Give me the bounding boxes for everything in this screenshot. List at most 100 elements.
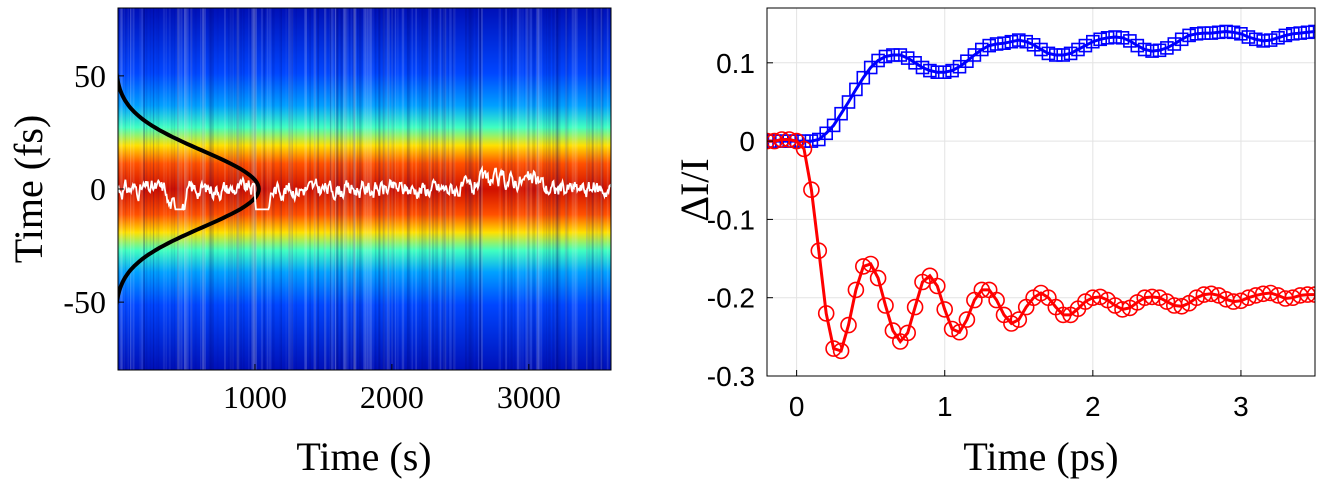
heatmap-streak: [479, 8, 483, 370]
blue-squares-marker: [1137, 42, 1152, 57]
heatmap-streak: [428, 8, 431, 370]
blue-squares-marker: [826, 118, 841, 133]
heatmap-streak: [392, 8, 395, 370]
heatmap-streak: [344, 8, 348, 370]
red-circles-marker: [877, 297, 894, 314]
left-xtick-label: 2000: [360, 379, 424, 415]
heatmap-streak: [369, 8, 372, 370]
heatmap-streak: [532, 8, 536, 370]
heatmap-streak: [335, 8, 336, 370]
right-xtick-label: 1: [937, 391, 953, 422]
heatmap-streak: [519, 8, 522, 370]
heatmap-streak: [522, 8, 524, 370]
heatmap-streak: [478, 8, 480, 370]
blue-squares-marker: [834, 106, 848, 121]
heatmap-streak: [498, 8, 501, 370]
heatmap-streak: [353, 8, 357, 370]
heatmap-streak: [180, 8, 184, 370]
blue-squares-marker: [878, 49, 893, 64]
red-circles-marker: [906, 298, 924, 316]
blue-squares-marker: [1049, 48, 1063, 62]
heatmap-streak: [540, 8, 543, 370]
blue-squares-marker: [1078, 38, 1093, 53]
heatmap-streak: [353, 8, 356, 370]
heatmap-streak: [124, 8, 126, 370]
red-circles-marker: [862, 255, 880, 273]
red-circles-marker: [847, 281, 865, 299]
centroid-trace-line: [118, 165, 611, 211]
blue-squares-marker: [1056, 48, 1070, 62]
left-ytick-label: 50: [74, 58, 106, 94]
red-circles-marker: [1306, 286, 1315, 303]
red-circles-marker: [1054, 306, 1072, 324]
blue-squares-marker: [1063, 46, 1078, 61]
blue-squares-marker: [819, 126, 834, 141]
blue-squares-marker: [1241, 30, 1256, 44]
heatmap-streak: [370, 8, 372, 370]
right-axes-background: [766, 7, 1316, 377]
heatmap-streak: [201, 8, 203, 370]
blue-squares-marker: [915, 60, 930, 75]
heatmap-streak: [202, 8, 205, 370]
blue-squares-marker: [1256, 34, 1270, 48]
right-axes-frame: [766, 7, 1316, 377]
heatmap-streak: [411, 8, 413, 370]
heatmap-streak: [361, 8, 363, 370]
heatmap-streak: [536, 8, 538, 370]
right-ytick-label: 0: [739, 126, 755, 157]
heatmap-streak: [290, 8, 294, 370]
right-ytick-label: -0.1: [707, 204, 755, 235]
right-xtick-label: 3: [1233, 391, 1249, 422]
blue-squares-marker: [1034, 42, 1048, 57]
heatmap-streak: [468, 8, 471, 370]
left-xtick-label: 1000: [223, 379, 287, 415]
heatmap-streak: [479, 8, 481, 370]
blue-squares-marker: [1004, 34, 1019, 49]
blue-squares-marker: [937, 65, 952, 79]
heatmap-streak: [158, 8, 160, 370]
red-circles-marker: [1232, 292, 1250, 310]
red-circles-marker: [936, 301, 954, 318]
right-series-group: [767, 24, 1315, 360]
heatmap-streak: [252, 8, 255, 370]
red-circles-marker: [988, 291, 1005, 309]
heatmap-streak: [391, 8, 393, 370]
heatmap-streak: [391, 8, 394, 370]
heatmap-streak: [331, 8, 334, 370]
red-circles-marker: [973, 281, 991, 299]
heatmap-streak: [527, 8, 530, 370]
red-circles-marker: [1143, 288, 1161, 306]
blue-squares-marker: [1249, 32, 1263, 47]
heatmap-streak: [239, 8, 243, 370]
heatmap-streak: [248, 8, 250, 370]
heatmap-streak: [371, 8, 374, 370]
heatmap-streak: [281, 8, 282, 370]
right-xlabel: Time (ps): [963, 434, 1118, 479]
blue-squares-marker: [1182, 28, 1196, 43]
heatmap-streak: [143, 8, 145, 370]
heatmap-streak: [415, 8, 417, 370]
right-axis-ticks: 0 1 2 3 0.1 0 -0.1 -0.2 -0.3: [707, 48, 1249, 422]
heatmap-streak: [260, 8, 264, 370]
red-circles-marker: [825, 340, 842, 357]
red-circles-marker: [1091, 288, 1109, 306]
heatmap-streak: [450, 8, 452, 370]
red-circles-marker: [854, 258, 872, 275]
heatmap-streak: [537, 8, 541, 370]
blue-squares-marker: [900, 51, 915, 65]
heatmap-streak: [170, 8, 173, 370]
blue-squares-marker: [1308, 24, 1315, 39]
heatmap-streak: [262, 8, 264, 370]
heatmap-streak: [451, 8, 455, 370]
heatmap-streak: [313, 8, 317, 370]
heatmap-streak: [177, 8, 179, 370]
heatmap-streak: [536, 8, 539, 370]
red-circles-marker: [899, 324, 917, 342]
right-ytick-label: -0.3: [707, 361, 755, 392]
heatmap-streak: [601, 8, 604, 370]
blue-squares-marker: [1123, 34, 1137, 48]
blue-squares-marker: [1145, 44, 1159, 58]
blue-squares-marker: [1278, 28, 1293, 43]
blue-squares-marker: [989, 37, 1004, 51]
